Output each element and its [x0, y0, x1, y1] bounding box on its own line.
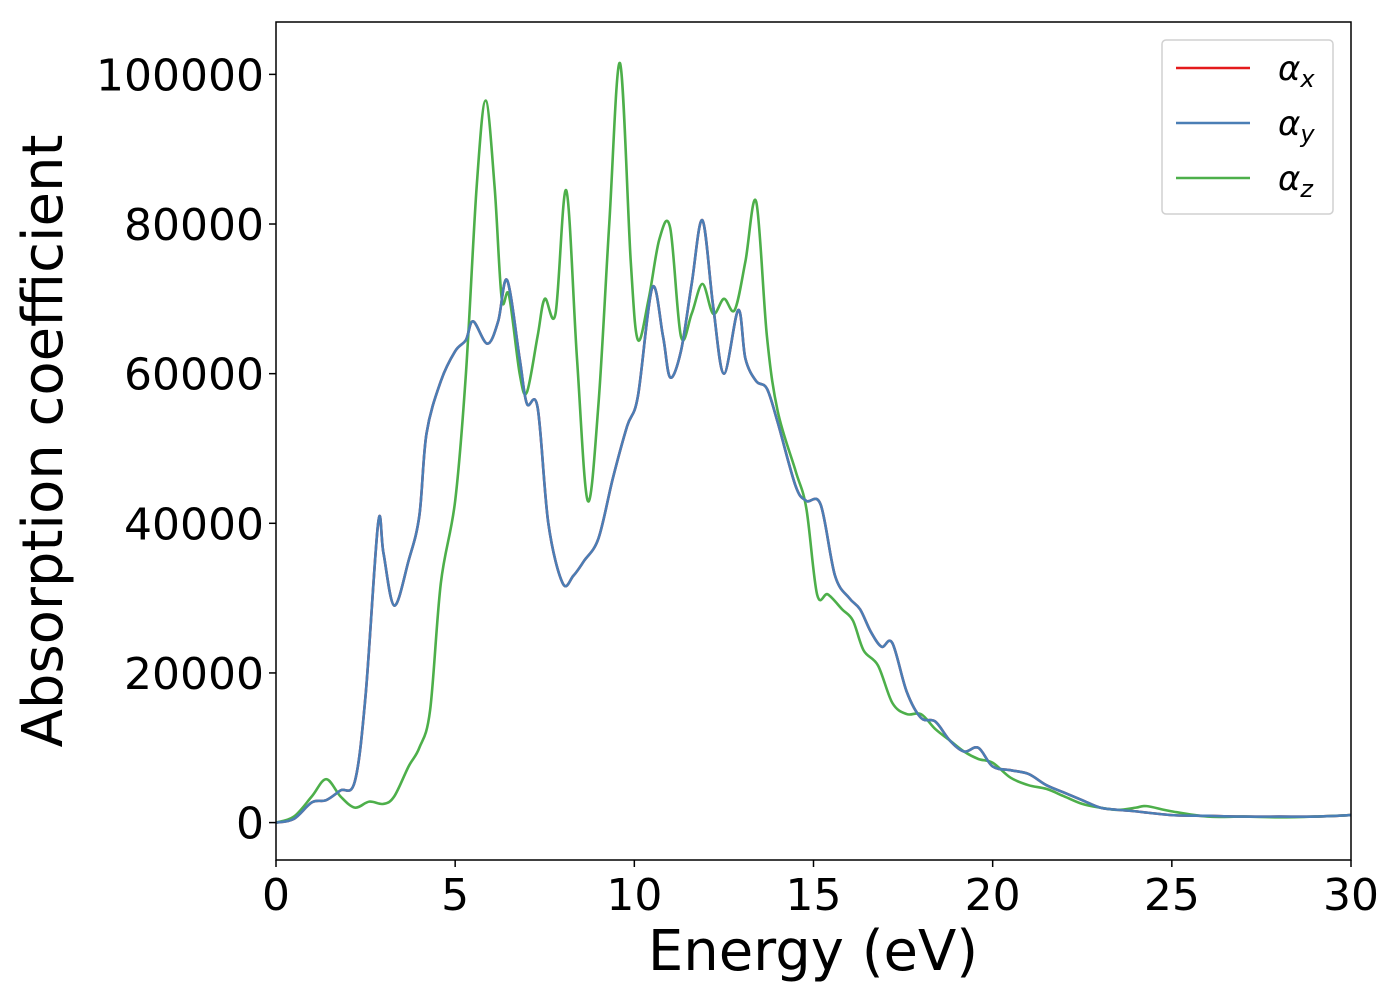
y-axis-label: Absorption coefficient — [11, 135, 76, 748]
x-axis-label: Energy (eV) — [648, 919, 978, 984]
series-layer — [275, 61, 1352, 824]
x-tick-label: 20 — [965, 870, 1021, 921]
y-axis: 0 20000 40000 60000 80000 100000 — [96, 50, 276, 850]
x-axis: 0 5 10 15 20 25 30 — [262, 860, 1379, 921]
legend-box — [1161, 39, 1334, 215]
x-tick-label: 5 — [441, 870, 469, 921]
legend: αx αy αz — [1161, 39, 1334, 215]
y-tick-label: 20000 — [124, 649, 264, 700]
y-tick-label: 40000 — [124, 499, 264, 550]
series-line-y — [275, 218, 1352, 824]
y-tick-label: 0 — [236, 799, 264, 850]
x-tick-label: 30 — [1323, 870, 1379, 921]
x-tick-label: 25 — [1144, 870, 1200, 921]
legend-label-z: αz — [1278, 159, 1314, 203]
x-tick-label: 10 — [606, 870, 662, 921]
y-tick-label: 100000 — [96, 50, 264, 101]
legend-label-x: αx — [1278, 49, 1315, 93]
legend-label-y: αy — [1278, 104, 1315, 148]
x-tick-label: 0 — [262, 870, 290, 921]
series-line-z — [275, 61, 1352, 824]
x-tick-label: 15 — [786, 870, 842, 921]
y-tick-label: 80000 — [124, 200, 264, 251]
y-tick-label: 60000 — [124, 350, 264, 401]
